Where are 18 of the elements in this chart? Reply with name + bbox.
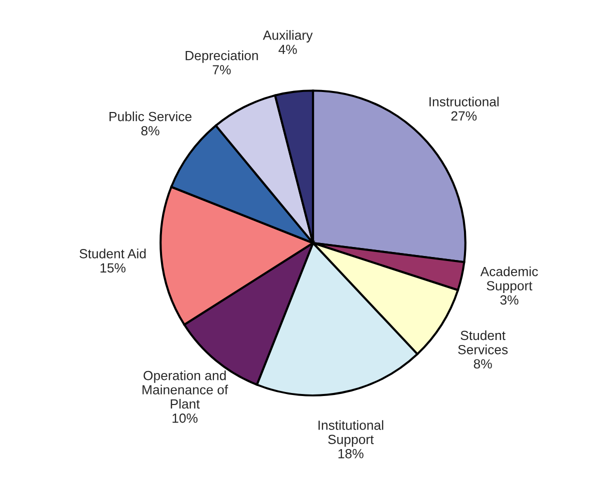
slice-label: Student Aid (80, 248, 146, 258)
slice-label: Instructional (430, 96, 499, 106)
slice-label: Public Service (110, 112, 192, 122)
data-label: 27% (451, 111, 477, 121)
data-label: 15% (100, 263, 126, 273)
data-label: 7% (212, 65, 231, 74)
slice-label: Academic Support (480, 266, 538, 294)
data-label: 8% (474, 359, 492, 369)
slice-label: Institutional Support (318, 420, 384, 447)
data-label: 18% (338, 448, 364, 458)
slice-label: Operation and Mainenance of Plant (142, 370, 228, 409)
slice-label: Depreciation (186, 50, 258, 63)
data-label: 8% (141, 126, 160, 136)
slice-label: Auxiliary (262, 30, 313, 42)
slice-label: Student Services (458, 330, 508, 354)
data-label: 4% (278, 44, 297, 54)
data-label: 3% (500, 295, 518, 305)
data-label: 10% (172, 414, 198, 423)
